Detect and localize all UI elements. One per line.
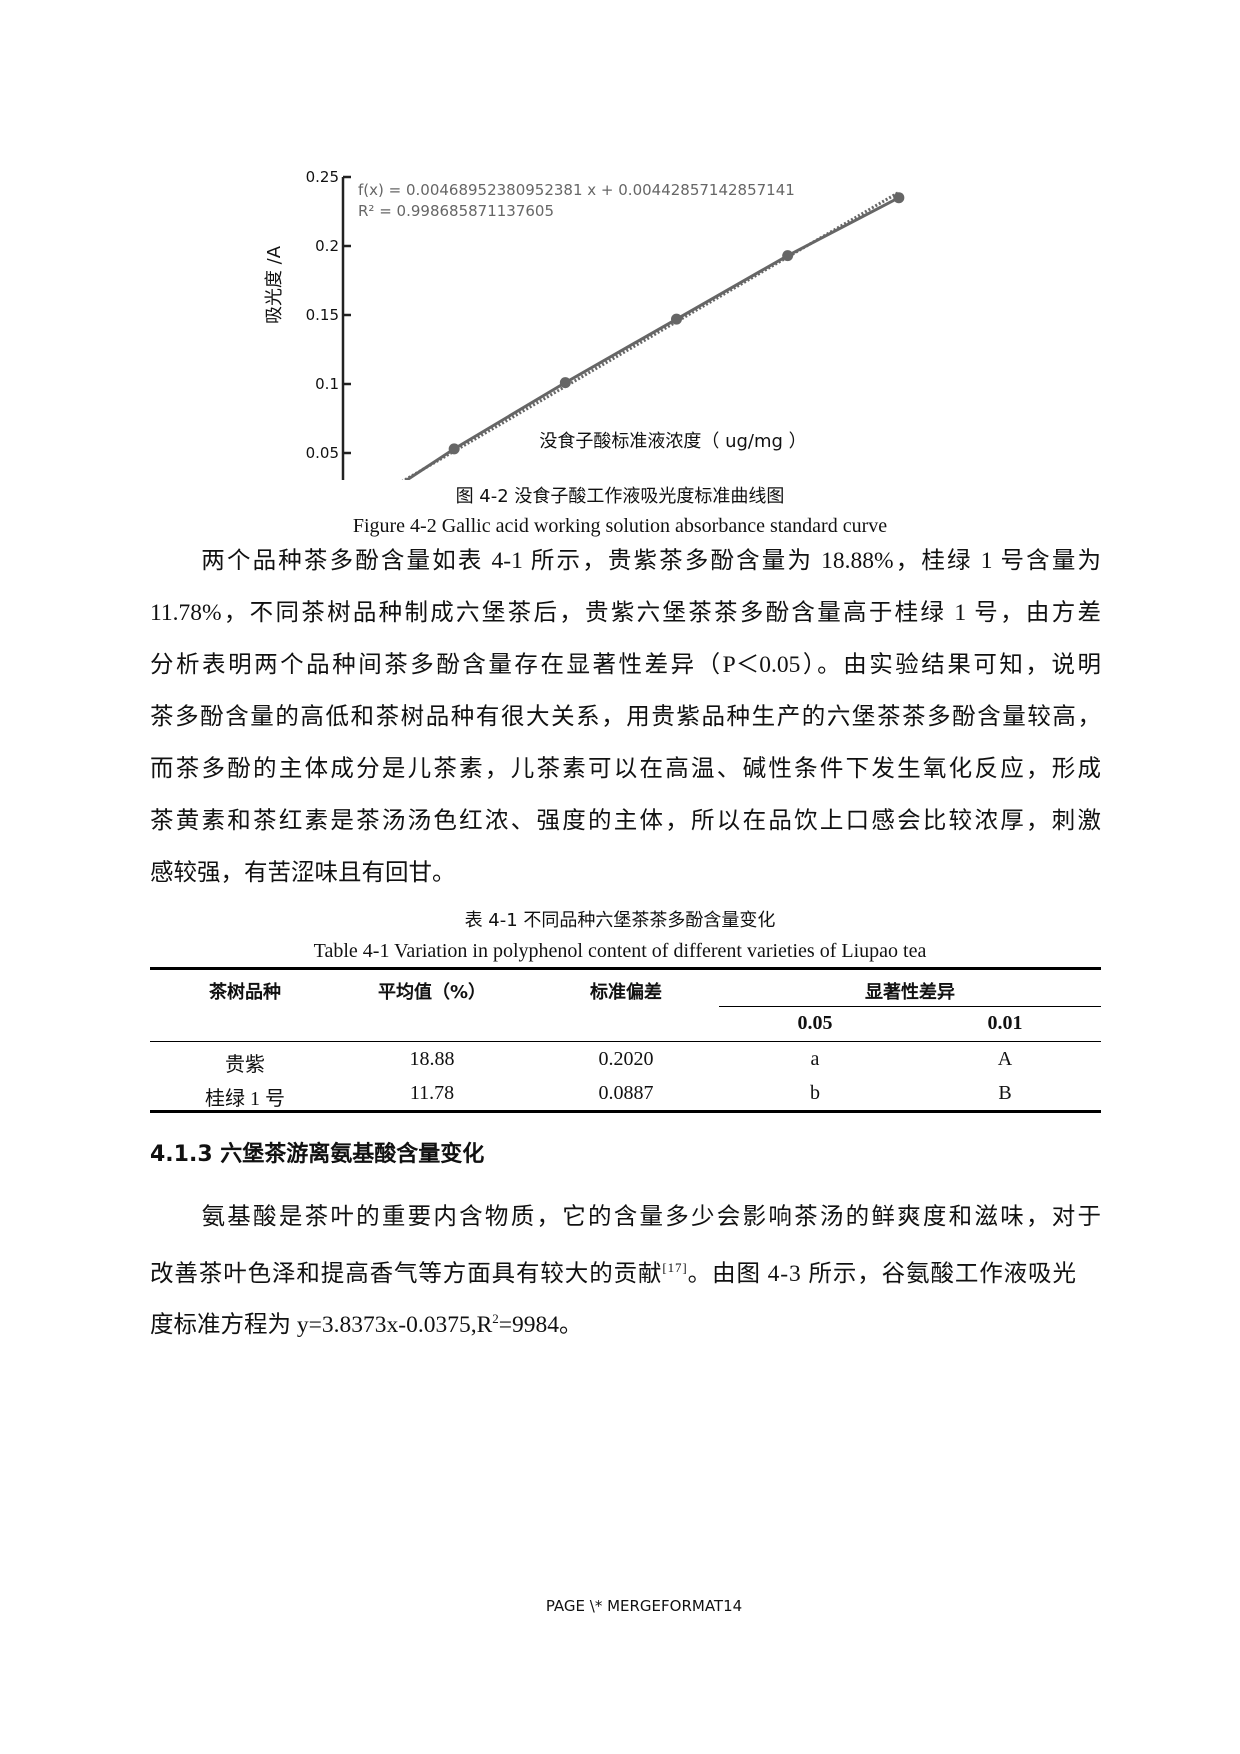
text-line: 11.78%，不同茶树品种制成六堡茶后，贵紫六堡茶茶多酚含量高于桂绿 1 号，由… [150,600,1101,626]
text-line: 茶多酚含量的高低和茶树品种有很大关系，用贵紫品种生产的六堡茶茶多酚含量较高， [150,704,1101,730]
text-line: 感较强，有苦涩味且有回甘。 [150,860,456,886]
trendline [401,191,900,480]
equation-label: f(x) = 0.00468952380952381 x + 0.0044285… [358,181,795,199]
text-span: =9984。 [498,1311,583,1338]
section-heading: 4.1.3 六堡茶游离氨基酸含量变化 [150,1142,485,1167]
cell-variety: 桂绿 1 号 [205,1088,285,1110]
text-line: 改善茶叶色泽和提高香气等方面具有较大的贡献[17]。由图 4-3 所示，谷氨酸工… [150,1253,1101,1289]
y-axis-title: 吸光度 /A [264,245,285,324]
text-span: 。由图 4-3 所示，谷氨酸工作液吸光 [687,1260,1077,1287]
cell-sig-005: a [810,1048,820,1070]
text-line: 茶黄素和茶红素是茶汤汤色红浓、强度的主体，所以在品饮上口感会比较浓厚，刺激 [150,808,1101,834]
standard-curve-chart: 010203040506000.050.10.150.20.25 f(x) = … [264,168,905,480]
figure-caption-cn: 图 4-2 没食子酸工作液吸光度标准曲线图 [455,486,785,507]
subheader-001: 0.01 [987,1012,1023,1034]
header-mean: 平均值（%） [377,982,487,1003]
y-tick-label: 0.15 [306,306,339,324]
data-point [671,313,682,325]
figure-caption-en: Figure 4-2 Gallic acid working solution … [352,515,888,537]
text-line: 而茶多酚的主体成分是儿茶素，儿茶素可以在高温、碱性条件下发生氧化反应，形成 [150,756,1101,782]
cell-sig-001: B [998,1082,1012,1104]
table-sub-rule [719,1006,1101,1007]
cell-sd: 0.0887 [598,1082,654,1104]
table-caption-en: Table 4-1 Variation in polyphenol conten… [313,940,927,962]
header-significance: 显著性差异 [865,982,955,1003]
text-span: 度标准方程为 y=3.8373x-0.0375,R [150,1311,493,1338]
data-point [782,250,794,262]
table-caption-cn: 表 4-1 不同品种六堡茶茶多酚含量变化 [464,910,776,931]
r-squared-label: R² = 0.998685871137605 [358,202,554,220]
superscript: 2 [492,1311,499,1326]
text-span: 改善茶叶色泽和提高香气等方面具有较大的贡献 [150,1260,663,1287]
y-tick-label: 0.05 [306,444,339,462]
y-tick-label: 0.2 [315,237,339,255]
table-header-rule [150,1041,1101,1042]
data-point [448,443,460,455]
cell-sig-001: A [997,1048,1013,1070]
text-line: 度标准方程为 y=3.8373x-0.0375,R2=9984。 [150,1304,1101,1340]
page-footer: PAGE \* MERGEFORMAT14 [545,1597,743,1615]
table-top-rule [150,967,1101,970]
y-tick-label: 0.1 [315,375,339,393]
header-variety: 茶树品种 [209,982,281,1003]
table-bottom-rule [150,1110,1101,1113]
cell-mean: 18.88 [409,1048,455,1070]
cell-sig-005: b [810,1082,820,1104]
cell-sd: 0.2020 [598,1048,654,1070]
x-axis-title: 没食子酸标准液浓度（ ug/mg ） [539,431,806,452]
cell-variety: 贵紫 [225,1054,265,1076]
citation[interactable]: [17] [662,1260,688,1275]
series-line [404,196,900,480]
text-line: 分析表明两个品种间茶多酚含量存在显著性差异（P＜0.05）。由实验结果可知，说明 [150,652,1101,678]
header-sd: 标准偏差 [590,982,662,1003]
subheader-005: 0.05 [797,1012,833,1034]
text-line: 两个品种茶多酚含量如表 4-1 所示，贵紫茶多酚含量为 18.88%，桂绿 1 … [150,548,1101,574]
data-point [893,192,905,204]
data-point [559,377,571,389]
y-tick-label: 0.25 [306,168,339,186]
cell-mean: 11.78 [409,1082,455,1104]
text-line: 氨基酸是茶叶的重要内含物质，它的含量多少会影响茶汤的鲜爽度和滋味，对于 [150,1204,1101,1230]
